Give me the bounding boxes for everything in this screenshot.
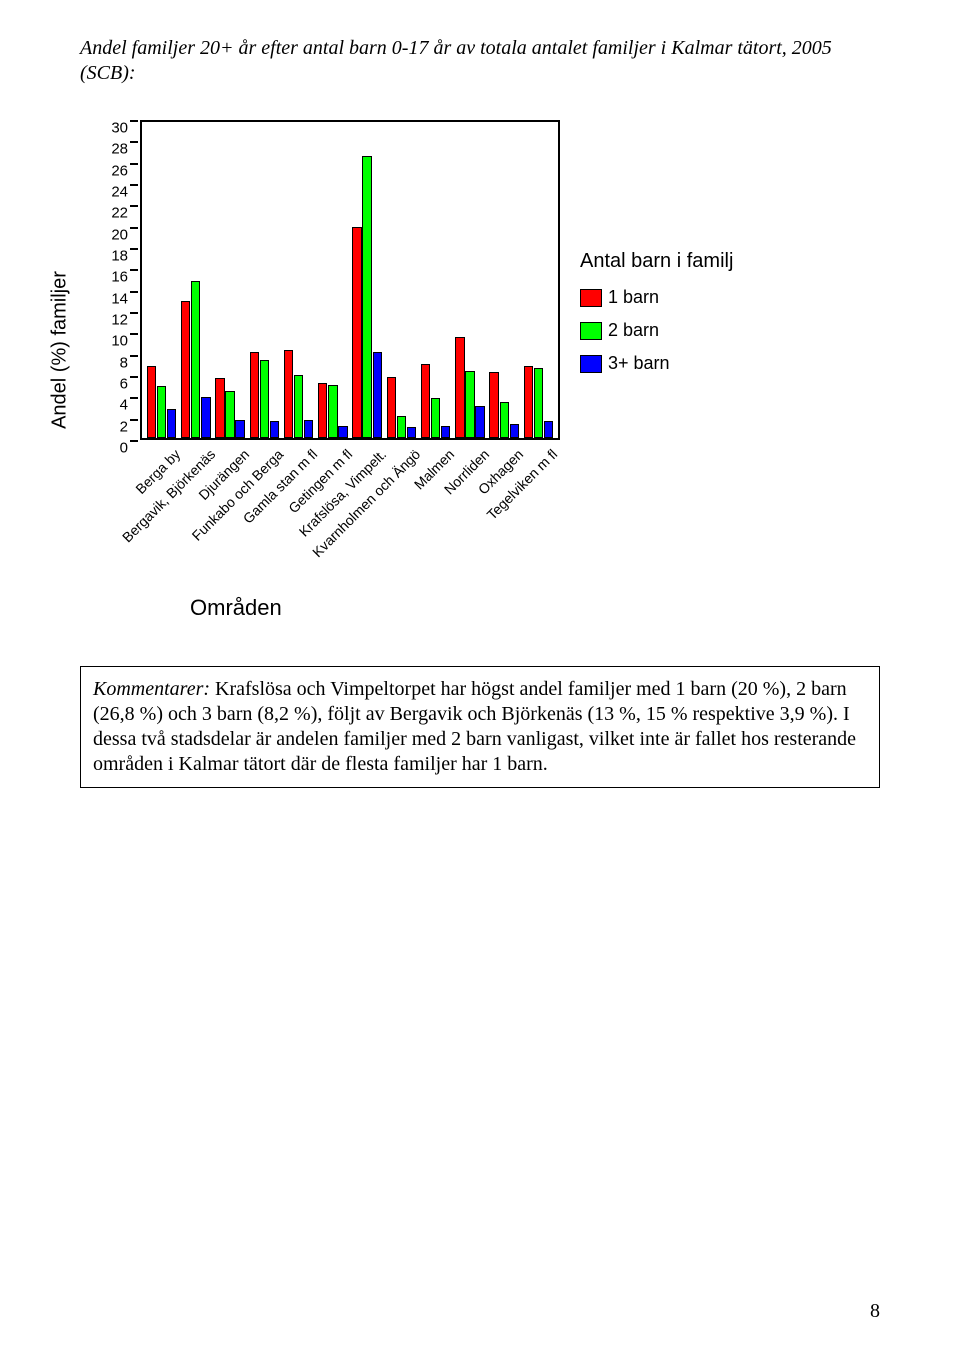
legend-swatch xyxy=(580,289,602,307)
bar xyxy=(235,420,244,438)
bar xyxy=(500,402,509,438)
y-tick-label: 22 xyxy=(98,205,128,222)
bar xyxy=(407,427,416,438)
bar xyxy=(465,371,474,438)
bar xyxy=(431,398,440,438)
bar xyxy=(191,281,200,438)
y-axis-ticks: 024681012141618202224262830 xyxy=(98,120,134,440)
bar xyxy=(260,360,269,438)
bar xyxy=(147,366,156,438)
y-tick-label: 14 xyxy=(98,290,128,307)
bar xyxy=(304,420,313,438)
bar xyxy=(270,421,279,438)
legend: Antal barn i familj 1 barn 2 barn 3+ barn xyxy=(580,250,733,386)
legend-item: 1 barn xyxy=(580,287,733,308)
bar xyxy=(524,366,533,438)
y-tick-label: 4 xyxy=(98,397,128,414)
x-axis-title: Områden xyxy=(190,595,282,621)
y-tick-label: 0 xyxy=(98,440,128,457)
bar xyxy=(475,406,484,438)
bar xyxy=(167,409,176,438)
y-tick-label: 28 xyxy=(98,141,128,158)
legend-label: 1 barn xyxy=(608,287,659,308)
plot-area xyxy=(140,120,560,440)
bar xyxy=(455,337,464,438)
page-title: Andel familjer 20+ år efter antal barn 0… xyxy=(80,36,880,86)
y-tick-label: 6 xyxy=(98,376,128,393)
bar xyxy=(328,385,337,438)
y-tick-label: 18 xyxy=(98,248,128,265)
y-tick-label: 24 xyxy=(98,184,128,201)
bar xyxy=(352,227,361,438)
legend-title: Antal barn i familj xyxy=(580,250,733,273)
bar xyxy=(441,426,450,438)
legend-swatch xyxy=(580,355,602,373)
y-tick-label: 10 xyxy=(98,333,128,350)
legend-item: 2 barn xyxy=(580,320,733,341)
y-tick-label: 2 xyxy=(98,418,128,435)
bar xyxy=(181,301,190,438)
legend-label: 2 barn xyxy=(608,320,659,341)
y-tick-label: 26 xyxy=(98,162,128,179)
comment-label: Kommentarer: xyxy=(93,678,210,700)
bar xyxy=(534,368,543,438)
y-tick-label: 8 xyxy=(98,354,128,371)
bar xyxy=(362,156,371,438)
bar xyxy=(284,350,293,438)
bar xyxy=(373,352,382,438)
bar xyxy=(318,383,327,438)
page-number: 8 xyxy=(870,1300,880,1323)
bar xyxy=(225,391,234,438)
bars-container xyxy=(142,122,558,438)
legend-item: 3+ barn xyxy=(580,353,733,374)
bar xyxy=(201,397,210,438)
comment-box: Kommentarer: Krafslösa och Vimpeltorpet … xyxy=(80,666,880,788)
y-tick-label: 12 xyxy=(98,312,128,329)
y-axis-label: Andel (%) familjer xyxy=(49,271,72,429)
bar xyxy=(157,386,166,438)
bar xyxy=(397,416,406,438)
bar xyxy=(250,352,259,438)
bar xyxy=(544,421,553,438)
bar xyxy=(421,364,430,438)
y-tick-label: 30 xyxy=(98,120,128,137)
y-tick-label: 16 xyxy=(98,269,128,286)
bar xyxy=(294,375,303,438)
bar xyxy=(215,378,224,438)
y-tick-label: 20 xyxy=(98,226,128,243)
legend-swatch xyxy=(580,322,602,340)
bar xyxy=(338,426,347,438)
legend-label: 3+ barn xyxy=(608,353,670,374)
bar xyxy=(489,372,498,438)
bar-chart: Andel (%) familjer 024681012141618202224… xyxy=(70,110,870,630)
bar xyxy=(387,377,396,438)
bar xyxy=(510,424,519,438)
